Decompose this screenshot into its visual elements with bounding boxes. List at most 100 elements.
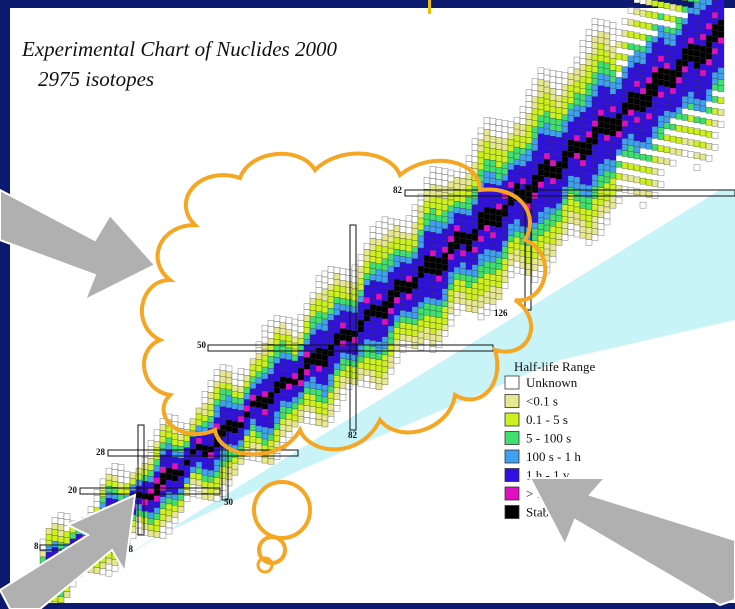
- nuclide-cell: [687, 115, 695, 122]
- nuclide-cell: [315, 383, 323, 390]
- nuclide-cell: [231, 402, 239, 410]
- nuclide-cell: [381, 324, 389, 332]
- nuclide-cell: [333, 291, 341, 298]
- nuclide-cell: [489, 142, 497, 149]
- nuclide-cell: [693, 152, 701, 159]
- nuclide-cell: [663, 158, 671, 166]
- nuclide-cell: [309, 352, 317, 359]
- nuclide-cell: [243, 393, 251, 400]
- nuclide-cell: [603, 182, 611, 190]
- nuclide-cell: [477, 193, 485, 201]
- nuclide-cell: [105, 563, 113, 571]
- nuclide-cell: [489, 232, 497, 239]
- nuclide-cell: [159, 496, 167, 503]
- nuclide-cell: [591, 102, 599, 109]
- nuclide-cell: [657, 181, 665, 188]
- nuclide-cell: [159, 508, 167, 515]
- nuclide-cell: [177, 458, 185, 465]
- nuclide-cell: [537, 223, 545, 231]
- nuclide-cell: [687, 139, 695, 146]
- nuclide-cell: [45, 534, 53, 541]
- nuclide-cell: [327, 338, 335, 345]
- nuclide-cell: [333, 381, 341, 388]
- nuclide-cell: [567, 187, 575, 194]
- nuclide-cell: [213, 393, 221, 400]
- magic-label: 20: [68, 485, 78, 495]
- nuclide-cell: [675, 53, 683, 60]
- nuclide-cell: [609, 58, 617, 65]
- nuclide-cell: [423, 219, 431, 226]
- nuclide-cell: [633, 86, 641, 94]
- legend-swatch: [504, 431, 520, 445]
- nuclide-cell: [435, 257, 443, 264]
- nuclide-cell: [117, 464, 125, 471]
- nuclide-cell: [417, 295, 425, 303]
- nuclide-cell: [357, 379, 365, 387]
- nuclide-cell: [435, 233, 443, 240]
- nuclide-cell: [369, 292, 377, 299]
- nuclide-cell: [411, 306, 419, 314]
- nuclide-cell: [495, 263, 503, 270]
- nuclide-cell: [321, 342, 329, 350]
- nuclide-cell: [573, 140, 581, 148]
- nuclide-cell: [645, 167, 653, 174]
- nuclide-cell: [531, 198, 539, 205]
- nuclide-cell: [261, 378, 269, 386]
- nuclide-cell: [279, 340, 287, 347]
- nuclide-cell: [711, 144, 719, 151]
- nuclide-cell: [459, 190, 467, 197]
- nuclide-cell: [495, 257, 503, 264]
- nuclide-cell: [423, 201, 431, 208]
- nuclide-cell: [489, 298, 497, 305]
- nuclide-cell: [459, 280, 467, 287]
- nuclide-cell: [381, 270, 389, 278]
- nuclide-cell: [717, 49, 725, 56]
- nuclide-cell: [717, 61, 725, 68]
- nuclide-cell: [393, 303, 401, 310]
- nuclide-cell: [543, 68, 551, 76]
- nuclide-cell: [591, 54, 599, 61]
- nuclide-cell: [471, 276, 479, 283]
- nuclide-cell: [573, 146, 581, 154]
- nuclide-cell: [447, 277, 455, 285]
- nuclide-cell: [483, 302, 491, 310]
- nuclide-cell: [291, 318, 299, 326]
- nuclide-cell: [387, 241, 395, 249]
- nuclide-cell: [327, 278, 335, 285]
- nuclide-cell: [453, 285, 461, 292]
- nuclide-cell: [585, 101, 593, 108]
- nuclide-cell: [579, 226, 587, 233]
- nuclide-cell: [201, 463, 209, 470]
- nuclide-cell: [435, 299, 443, 306]
- nuclide-cell: [507, 133, 515, 141]
- nuclide-cell: [453, 171, 461, 178]
- nuclide-cell: [489, 268, 497, 275]
- nuclide-cell: [651, 54, 659, 61]
- nuclide-cell: [465, 251, 473, 258]
- nuclide-cell: [555, 149, 563, 156]
- nuclide-cell: [381, 246, 389, 254]
- nuclide-cell: [621, 54, 629, 61]
- nuclide-cell: [573, 68, 581, 76]
- nuclide-cell: [567, 199, 575, 206]
- nuclide-cell: [453, 219, 461, 226]
- thought-cloud: [140, 151, 548, 457]
- nuclide-cell: [585, 35, 593, 42]
- nuclide-cell: [693, 44, 701, 51]
- nuclide-cell: [273, 321, 281, 328]
- nuclide-cell: [603, 86, 611, 94]
- nuclide-cell: [147, 494, 155, 501]
- nuclide-cell: [567, 133, 575, 140]
- nuclide-cell: [363, 261, 371, 268]
- nuclide-cell: [579, 106, 587, 113]
- nuclide-cell: [387, 319, 395, 327]
- nuclide-cell: [543, 242, 551, 250]
- nuclide-cell: [147, 506, 155, 513]
- nuclide-cell: [507, 253, 515, 261]
- nuclide-cell: [219, 406, 227, 413]
- nuclide-cell: [675, 71, 683, 78]
- nuclide-cell: [501, 168, 509, 175]
- nuclide-cell: [471, 234, 479, 241]
- nuclide-cell: [603, 104, 611, 112]
